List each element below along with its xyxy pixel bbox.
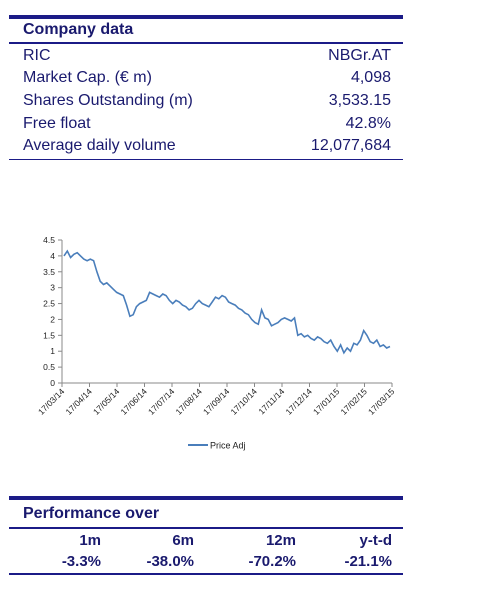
y-tick-label: 4.5 [43, 235, 55, 245]
company-top-rule [9, 15, 403, 19]
shares-outstanding-value: 3,533.15 [328, 92, 391, 109]
perf-value-12m: -70.2% [248, 553, 296, 570]
x-tick-label: 17/08/14 [173, 386, 204, 417]
y-tick-label: 0.5 [43, 362, 55, 372]
free-float-value: 42.8% [345, 115, 391, 132]
y-tick-label: 0 [50, 378, 55, 388]
table-row: Average daily volume 12,077,684 [23, 137, 391, 159]
x-tick-label: 17/12/14 [283, 386, 314, 417]
market-cap-label: Market Cap. (€ m) [23, 69, 152, 86]
market-cap-value: 4,098 [350, 69, 391, 86]
company-bottom-rule [9, 159, 403, 160]
table-row: Market Cap. (€ m) 4,098 [23, 69, 391, 91]
table-row: Shares Outstanding (m) 3,533.15 [23, 92, 391, 114]
perf-value-ytd: -21.1% [344, 553, 392, 570]
x-tick-label: 17/03/15 [366, 386, 397, 417]
shares-outstanding-label: Shares Outstanding (m) [23, 92, 193, 109]
performance-bottom-rule [9, 573, 403, 575]
perf-value-1m: -3.3% [61, 553, 101, 570]
table-row: RIC NBGr.AT [23, 47, 391, 69]
perf-header-ytd: y-t-d [359, 532, 393, 549]
company-header-rule [9, 42, 403, 44]
ric-label: RIC [23, 47, 51, 64]
y-tick-label: 4 [50, 251, 55, 261]
perf-header-6m: 6m [172, 532, 194, 549]
y-axis: 0 0.5 1 1.5 2 2.5 3 3.5 4 4.5 [43, 235, 63, 388]
performance-title: Performance over [23, 505, 160, 522]
perf-value-6m: -38.0% [146, 553, 194, 570]
x-tick-label: 17/03/14 [36, 386, 67, 417]
y-tick-label: 1.5 [43, 330, 55, 340]
price-adj-line [63, 249, 391, 355]
perf-header-1m: 1m [79, 532, 101, 549]
y-tick-label: 3 [50, 283, 55, 293]
legend: Price Adj [188, 441, 246, 451]
x-tick-label: 17/02/15 [338, 386, 369, 417]
avg-daily-volume-value: 12,077,684 [310, 137, 391, 154]
performance-top-rule [9, 496, 403, 500]
y-tick-label: 2 [50, 314, 55, 324]
company-data-title: Company data [23, 21, 134, 38]
price-chart: 00.511.522.533.544.5 17/03/1417/04/1417/… [36, 235, 397, 451]
x-axis: 17/03/1417/04/1417/05/1417/06/1417/07/14… [36, 382, 397, 417]
x-tick-label: 17/11/14 [256, 386, 286, 416]
x-tick-label: 17/01/15 [311, 386, 342, 417]
x-tick-label: 17/04/14 [63, 386, 94, 417]
free-float-label: Free float [23, 115, 91, 132]
table-row: Free float 42.8% [23, 115, 391, 137]
legend-label: Price Adj [210, 441, 246, 451]
avg-daily-volume-label: Average daily volume [23, 137, 176, 154]
x-tick-label: 17/07/14 [146, 386, 177, 417]
x-tick-label: 17/09/14 [201, 386, 232, 417]
perf-header-12m: 12m [265, 532, 296, 549]
x-tick-label: 17/06/14 [118, 386, 149, 417]
ric-value: NBGr.AT [328, 47, 391, 64]
y-tick-label: 2.5 [43, 299, 55, 309]
performance-header-rule [9, 527, 403, 529]
x-tick-label: 17/05/14 [91, 386, 122, 417]
y-tick-label: 3.5 [43, 267, 55, 277]
x-tick-label: 17/10/14 [228, 386, 259, 417]
y-tick-label: 1 [50, 346, 55, 356]
